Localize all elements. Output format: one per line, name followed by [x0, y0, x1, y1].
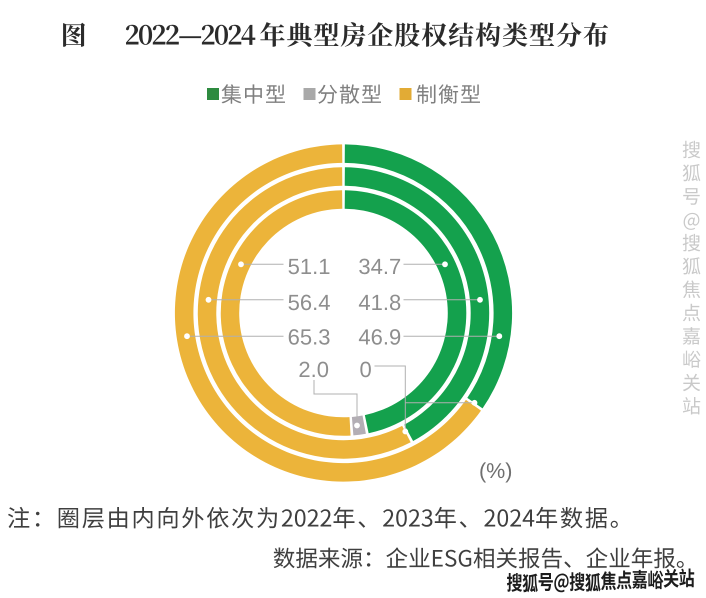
svg-text:34.7: 34.7: [358, 254, 401, 279]
svg-text:65.3: 65.3: [288, 324, 331, 349]
svg-text:(%): (%): [479, 459, 512, 483]
svg-text:56.4: 56.4: [288, 290, 331, 315]
svg-text:46.9: 46.9: [358, 324, 401, 349]
svg-text:0: 0: [360, 357, 372, 382]
svg-text:41.8: 41.8: [358, 290, 401, 315]
svg-text:51.1: 51.1: [288, 254, 331, 279]
svg-text:2.0: 2.0: [298, 357, 329, 382]
